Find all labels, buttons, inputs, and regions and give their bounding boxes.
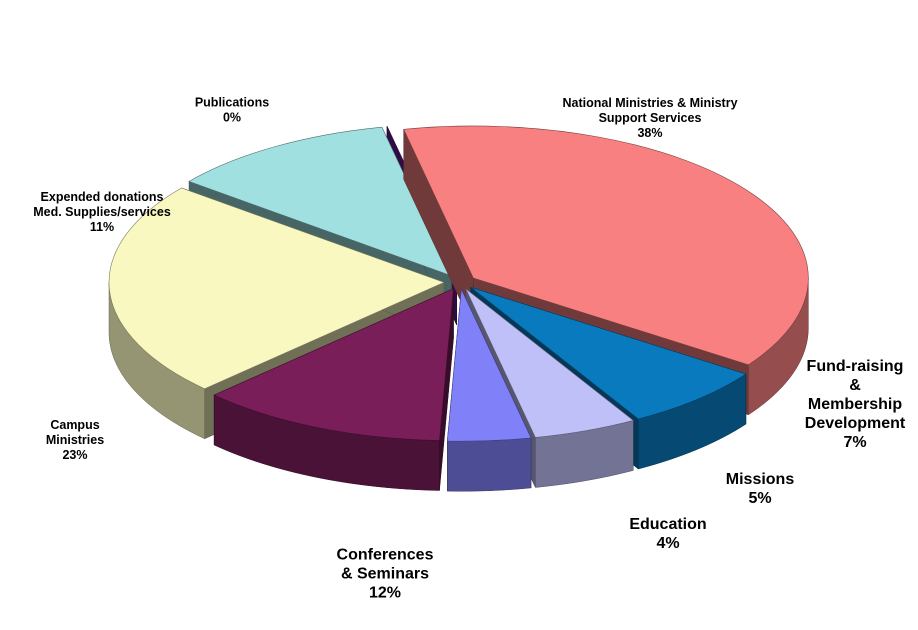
value-label: 7% (843, 433, 867, 451)
category-label: Conferences & Seminars (336, 546, 434, 583)
slice-top (213, 288, 454, 441)
slice-wall (447, 437, 532, 492)
value-label: 4% (656, 535, 680, 552)
category-label: Publications (194, 95, 270, 110)
slice-top (465, 288, 634, 438)
value-label: 11% (89, 219, 115, 234)
value-label: 0% (222, 110, 242, 124)
value-label: 38% (637, 125, 663, 140)
slice-label: Conferences & Seminars 12% (337, 547, 434, 604)
slice-top (188, 126, 453, 277)
slice-top (403, 125, 809, 366)
slice-label: Fund-raising & Membership Development 7% (805, 358, 905, 452)
category-label: Campus Ministries (45, 417, 105, 447)
category-label: National Ministries & Ministry Support S… (562, 95, 738, 125)
value-label: 23% (62, 447, 88, 462)
category-label: Education (629, 516, 707, 534)
slice (446, 288, 532, 492)
slice-label: Campus Ministries 23% (46, 418, 104, 462)
value-label: 5% (748, 490, 772, 507)
slice-label: National Ministries & Ministry Support S… (562, 96, 737, 140)
category-label: Fund-raising & Membership Development (804, 357, 906, 432)
value-label: 12% (368, 584, 402, 602)
slice-label: Publications 0% (195, 95, 269, 125)
slice-label: Missions 5% (726, 471, 794, 509)
slice-top (470, 287, 747, 420)
slice-label: Education 4% (629, 516, 706, 554)
slice (213, 288, 454, 491)
slice-label: Expended donations Med. Supplies/service… (33, 190, 171, 234)
slice-top (446, 288, 532, 442)
category-label: Expended donations Med. Supplies/service… (33, 189, 171, 219)
slice-top (108, 187, 445, 390)
category-label: Missions (725, 471, 795, 489)
